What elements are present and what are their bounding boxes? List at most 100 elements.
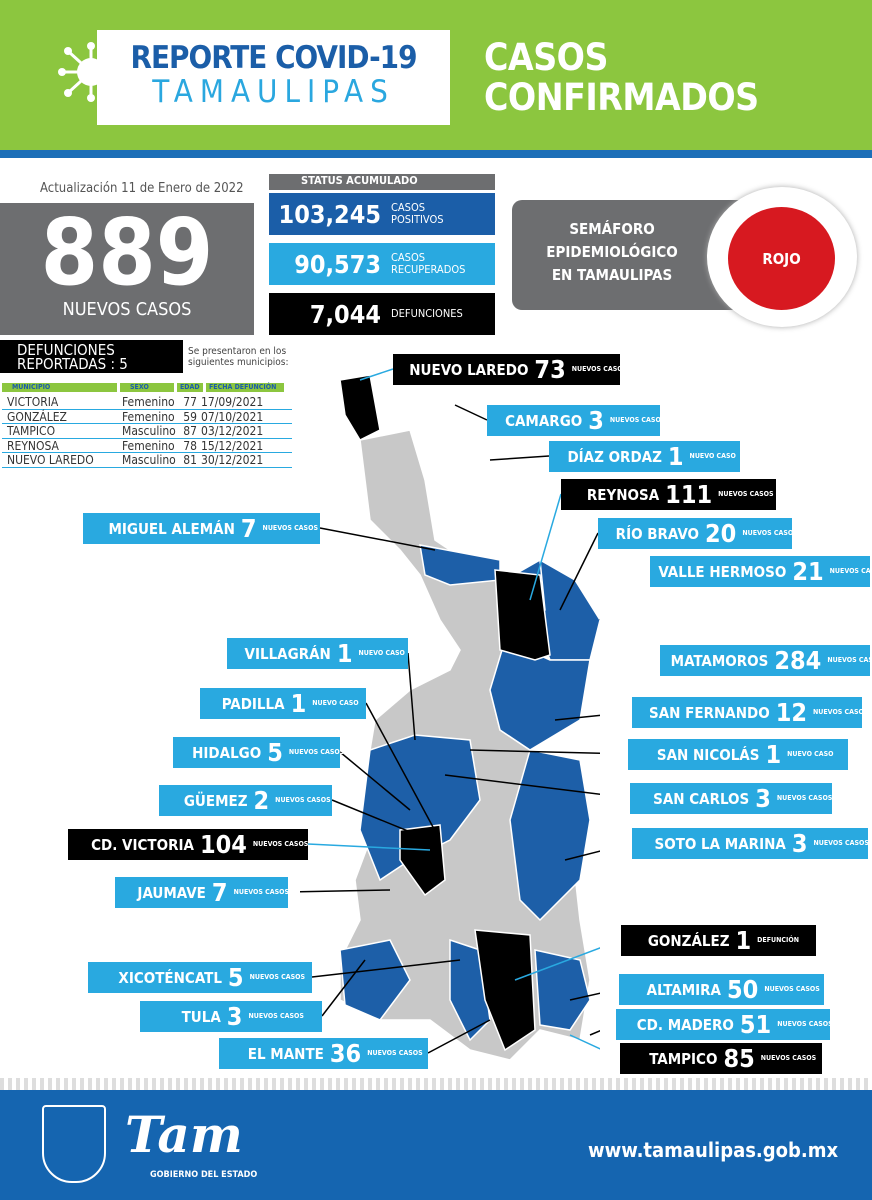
table-row: NUEVO LAREDO Masculino 81 30/12/2021 xyxy=(2,453,292,468)
municipality-suffix: NUEVOS CASOS xyxy=(249,973,306,981)
positives-box: 103,245 CASOS POSITIVOS xyxy=(269,193,495,235)
column-header: FECHA DEFUNCIÓN xyxy=(206,383,284,392)
table-cell: Masculino xyxy=(122,453,176,467)
report-title: REPORTE COVID-19 TAMAULIPAS xyxy=(97,30,450,125)
label: CASOS xyxy=(391,251,426,264)
table-row: TAMPICO Masculino 87 03/12/2021 xyxy=(2,424,292,439)
table-cell: 87 xyxy=(183,424,197,438)
leader-line xyxy=(454,404,488,421)
municipality-count: 284 xyxy=(774,646,822,675)
leader-line xyxy=(311,959,461,978)
municipality-label: SAN FERNANDO 12 NUEVOS CASOS xyxy=(632,697,869,728)
municipality-suffix: NUEVOS CASOS xyxy=(777,1020,833,1028)
title-line2: TAMAULIPAS xyxy=(152,74,395,110)
municipality-suffix: NUEVOS CASOS xyxy=(248,1012,304,1020)
municipality-name: CD. MADERO xyxy=(636,1015,734,1034)
leader-line xyxy=(331,799,431,841)
municipality-count: 111 xyxy=(665,480,713,509)
municipality-count: 5 xyxy=(227,963,244,992)
deaths-box: 7,044 DEFUNCIONES xyxy=(269,293,495,335)
municipality-suffix: NUEVO CASO xyxy=(689,452,736,460)
leader-line xyxy=(319,527,436,551)
municipality-count: 1 xyxy=(765,740,782,769)
deaths-reported-heading: DEFUNCIONES REPORTADAS : 5 xyxy=(0,340,183,373)
deaths-table: MUNICIPIO SEXO EDAD FECHA DEFUNCIÓN VICT… xyxy=(2,383,292,468)
municipality-label: TULA 3 NUEVOS CASOS xyxy=(140,1001,322,1032)
municipality-name: HIDALGO xyxy=(192,743,262,762)
leader-line xyxy=(514,947,600,981)
website-link[interactable]: www.tamaulipas.gob.mx xyxy=(588,1138,839,1162)
semaforo-line: EPIDEMIOLÓGICO xyxy=(546,243,678,261)
municipality-suffix: NUEVO CASO xyxy=(358,649,405,657)
municipality-label: EL MANTE 36 NUEVOS CASOS xyxy=(219,1038,428,1069)
municipality-name: VALLE HERMOSO xyxy=(658,562,787,581)
map-region-cd-victoria xyxy=(399,824,446,897)
leader-line xyxy=(469,749,600,755)
municipality-suffix: NUEVO CASO xyxy=(312,699,359,707)
semaforo-title: SEMÁFORO EPIDEMIOLÓGICO EN TAMAULIPAS xyxy=(522,218,702,287)
map-region-gonzalez xyxy=(474,929,536,1052)
municipality-name: MIGUEL ALEMÁN xyxy=(108,519,235,538)
table-cell: Masculino xyxy=(122,424,176,438)
municipality-name: SAN FERNANDO xyxy=(648,703,770,722)
municipality-suffix: NUEVOS CASOS xyxy=(776,794,833,802)
municipality-count: 73 xyxy=(534,355,566,384)
table-cell: Femenino xyxy=(122,438,175,453)
municipality-suffix: NUEVOS CASOS xyxy=(609,416,666,424)
municipality-name: XICOTÉNCATL xyxy=(118,968,222,987)
municipality-name: GÜEMEZ xyxy=(183,791,248,810)
municipality-name: GONZÁLEZ xyxy=(647,931,730,950)
municipality-label: MATAMOROS 284 NUEVOS CASOS xyxy=(660,645,872,676)
municipality-name: JAUMAVE xyxy=(137,883,206,902)
municipality-suffix: NUEVOS CASOS xyxy=(760,1054,817,1062)
municipality-label: REYNOSA 111 NUEVOS CASOS xyxy=(561,479,776,510)
footer xyxy=(0,1090,872,1200)
table-cell: Femenino xyxy=(122,395,175,409)
municipality-count: 3 xyxy=(226,1002,243,1031)
municipality-suffix: NUEVOS CASOS xyxy=(813,839,869,847)
municipality-suffix: NUEVOS CASOS xyxy=(813,708,869,716)
municipality-label: SAN NICOLÁS 1 NUEVO CASO xyxy=(628,739,848,770)
municipality-suffix: NUEVOS CASOS xyxy=(742,529,798,537)
leader-line xyxy=(321,959,366,1017)
leader-line xyxy=(427,1019,491,1054)
column-header: EDAD xyxy=(177,383,203,392)
municipality-label: RÍO BRAVO 20 NUEVOS CASOS xyxy=(598,518,798,549)
table-cell: GONZÁLEZ xyxy=(7,409,67,424)
leader-line xyxy=(489,455,550,461)
leader-line xyxy=(307,843,431,851)
municipality-suffix: NUEVOS CASOS xyxy=(718,490,774,498)
municipality-name: EL MANTE xyxy=(247,1044,324,1063)
table-cell: TAMPICO xyxy=(7,424,56,438)
deaths-value: 7,044 xyxy=(309,299,381,329)
positives-label: CASOS POSITIVOS xyxy=(391,202,483,226)
municipality-suffix: NUEVOS CASOS xyxy=(827,656,872,664)
municipality-count: 51 xyxy=(739,1010,772,1039)
municipality-count: 1 xyxy=(667,442,684,471)
municipality-count: 1 xyxy=(735,926,752,955)
municipality-name: TULA xyxy=(181,1007,221,1026)
semaforo-line: SEMÁFORO xyxy=(569,220,655,238)
table-cell: 59 xyxy=(183,409,197,424)
municipality-count: 3 xyxy=(588,406,604,435)
municipality-name: DÍAZ ORDAZ xyxy=(567,447,662,466)
semaforo-line: EN TAMAULIPAS xyxy=(551,266,673,284)
municipality-suffix: NUEVOS CASOS xyxy=(764,985,820,993)
heading-line: DEFUNCIONES xyxy=(17,341,115,359)
leader-line xyxy=(407,652,416,741)
table-header: MUNICIPIO SEXO EDAD FECHA DEFUNCIÓN xyxy=(2,383,292,392)
municipality-label: CAMARGO 3 NUEVOS CASOS xyxy=(487,405,666,436)
table-row: VICTORIA Femenino 77 17/09/2021 xyxy=(2,395,292,410)
municipality-label: VALLE HERMOSO 21 NUEVOS CASOS xyxy=(650,556,872,587)
section-title: CASOS CONFIRMADOS xyxy=(484,38,759,118)
table-cell: 77 xyxy=(183,395,197,409)
municipality-label: VILLAGRÁN 1 NUEVO CASO xyxy=(227,638,408,669)
title-line1: REPORTE COVID-19 xyxy=(130,40,418,76)
divider xyxy=(0,150,872,158)
leader-line xyxy=(365,702,441,841)
footer-divider xyxy=(0,1078,872,1090)
municipality-suffix: NUEVOS CASOS xyxy=(262,524,318,532)
municipality-count: 85 xyxy=(723,1044,755,1073)
table-cell: 15/12/2021 xyxy=(201,438,264,453)
positives-value: 103,245 xyxy=(278,199,381,229)
